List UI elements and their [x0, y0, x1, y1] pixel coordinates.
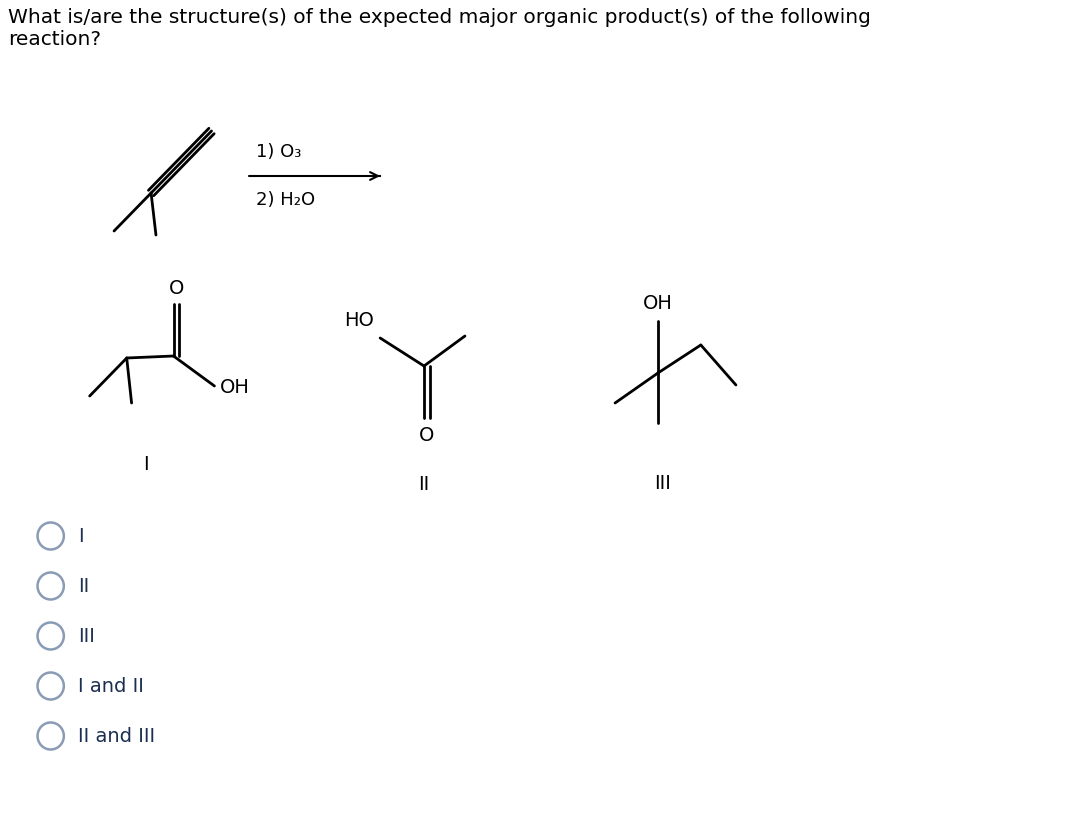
Text: II: II	[418, 474, 430, 494]
Text: HO: HO	[344, 311, 375, 330]
Circle shape	[38, 623, 64, 649]
Text: OH: OH	[643, 294, 673, 313]
Text: What is/are the structure(s) of the expected major organic product(s) of the fol: What is/are the structure(s) of the expe…	[8, 8, 871, 49]
Text: O: O	[168, 279, 185, 298]
Circle shape	[38, 572, 64, 599]
Text: I: I	[143, 454, 149, 473]
Text: II: II	[78, 577, 89, 596]
Text: II and III: II and III	[78, 727, 155, 746]
Text: III: III	[78, 627, 94, 645]
Text: III: III	[655, 473, 671, 493]
Circle shape	[38, 673, 64, 700]
Circle shape	[38, 523, 64, 550]
Text: OH: OH	[220, 379, 250, 397]
Text: I: I	[78, 526, 84, 546]
Text: 2) H₂O: 2) H₂O	[256, 191, 316, 209]
Circle shape	[38, 722, 64, 749]
Text: 1) O₃: 1) O₃	[256, 143, 302, 161]
Text: O: O	[419, 426, 434, 445]
Text: I and II: I and II	[78, 676, 143, 696]
